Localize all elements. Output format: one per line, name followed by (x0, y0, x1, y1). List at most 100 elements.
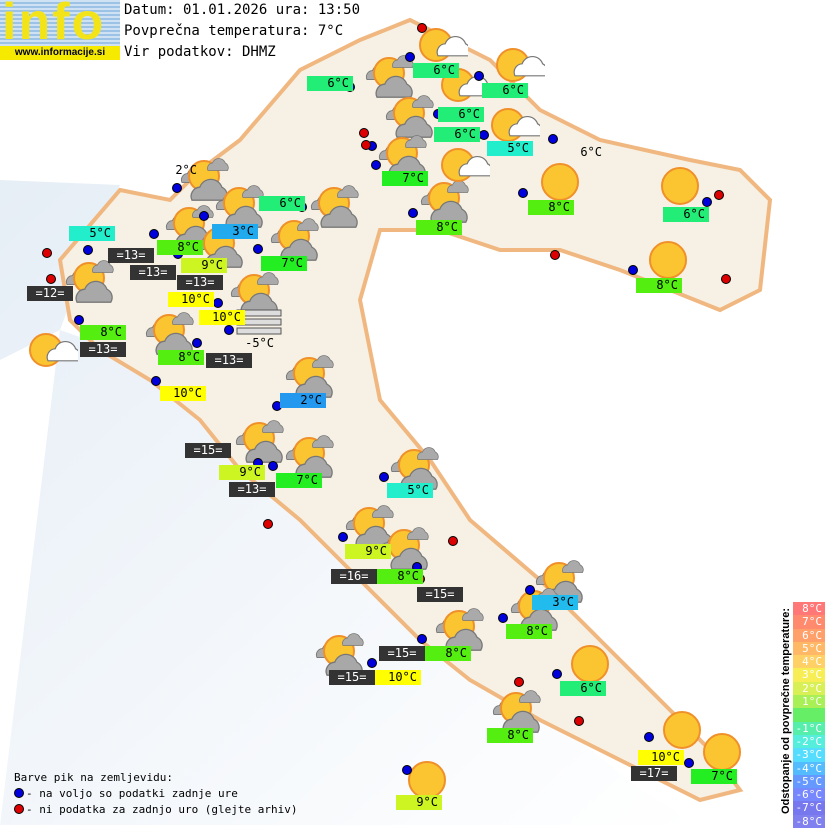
station-dot-blue[interactable] (213, 298, 223, 308)
station-temperature-label: 2°C (280, 393, 326, 408)
station-temperature-label: 3°C (532, 595, 578, 610)
sun-gray-cloud-icon (180, 158, 229, 201)
sun-gray-cloud-icon (285, 355, 334, 398)
station-dot-blue[interactable] (474, 71, 484, 81)
station-dot-blue[interactable] (74, 315, 84, 325)
legend-blue: - na voljo so podatki zadnje ure (26, 787, 238, 800)
legend-title: Barve pik na zemljevidu: (14, 771, 173, 784)
station-temperature-label: 6°C (663, 207, 709, 222)
station-dot-blue[interactable] (379, 472, 389, 482)
station-dot-blue[interactable] (338, 532, 348, 542)
scale-step: 2°C (793, 681, 825, 696)
average-temperature: Povprečna temperatura: 7°C (124, 23, 344, 39)
site-logo[interactable]: info www.informacije.si (0, 0, 120, 60)
scale-step: 7°C (793, 615, 825, 629)
station-dot-blue[interactable] (628, 265, 638, 275)
station-dot-blue[interactable] (518, 188, 528, 198)
station-dot-blue[interactable] (149, 229, 159, 239)
station-temperature-label: 8°C (158, 350, 204, 365)
station-dot-red[interactable] (263, 519, 273, 529)
sun-white-cloud-icon (419, 28, 468, 62)
sun-white-cloud-icon (29, 333, 78, 367)
station-dot-blue[interactable] (417, 634, 427, 644)
station-dot-blue[interactable] (192, 338, 202, 348)
scale-step: -5°C (793, 774, 825, 789)
station-temperature-label: =13= (130, 265, 176, 280)
station-dot-blue[interactable] (548, 134, 558, 144)
red-dot-icon (14, 804, 24, 814)
date-time: Datum: 01.01.2026 ura: 13:50 (124, 2, 361, 18)
station-dot-red[interactable] (714, 190, 724, 200)
scale-step: -8°C (793, 814, 825, 828)
logo-url[interactable]: www.informacije.si (0, 46, 120, 60)
sun-gray-cloud-icon (270, 218, 319, 261)
station-temperature-label: -5°C (245, 336, 274, 350)
station-dot-blue[interactable] (224, 325, 234, 335)
station-dot-blue[interactable] (371, 160, 381, 170)
station-dot-red[interactable] (550, 250, 560, 260)
station-dot-blue[interactable] (684, 758, 694, 768)
station-temperature-label: 10°C (160, 386, 206, 401)
station-dot-blue[interactable] (525, 585, 535, 595)
station-dot-blue[interactable] (83, 245, 93, 255)
station-temperature-label: =17= (631, 766, 677, 781)
station-dot-red[interactable] (574, 716, 584, 726)
station-temperature-label: 5°C (387, 483, 433, 498)
sun-gray-cloud-icon (365, 55, 414, 98)
station-temperature-label: 6°C (438, 107, 484, 122)
station-dot-blue[interactable] (402, 765, 412, 775)
station-dot-blue[interactable] (479, 130, 489, 140)
station-temperature-label: 10°C (168, 292, 214, 307)
station-temperature-label: =15= (379, 646, 425, 661)
data-source: Vir podatkov: DHMZ (124, 44, 276, 60)
station-dot-blue[interactable] (702, 197, 712, 207)
station-dot-red[interactable] (42, 248, 52, 258)
scale-step: 8°C (793, 602, 825, 616)
sun-gray-cloud-icon (390, 447, 439, 490)
station-temperature-label: 7°C (382, 171, 428, 186)
station-temperature-label: 6°C (307, 76, 353, 91)
station-temperature-label: 8°C (416, 220, 462, 235)
scale-step: -1°C (793, 721, 825, 735)
scale-step: -6°C (793, 788, 825, 802)
station-temperature-label: =13= (80, 342, 126, 357)
station-dot-blue[interactable] (199, 211, 209, 221)
station-dot-blue[interactable] (151, 376, 161, 386)
station-dot-blue[interactable] (405, 52, 415, 62)
station-temperature-label: =12= (27, 286, 73, 301)
station-temperature-label: =13= (206, 353, 252, 368)
station-temperature-label: 10°C (638, 750, 684, 765)
station-dot-blue[interactable] (552, 669, 562, 679)
station-dot-blue[interactable] (268, 461, 278, 471)
station-temperature-label: 6°C (560, 681, 606, 696)
station-dot-red[interactable] (514, 677, 524, 687)
station-dot-red[interactable] (46, 274, 56, 284)
station-temperature-label: 10°C (375, 670, 421, 685)
sun-icon (661, 167, 699, 205)
station-temperature-label: =13= (177, 275, 223, 290)
logo-text: info (2, 0, 106, 51)
station-dot-blue[interactable] (644, 732, 654, 742)
station-dot-blue[interactable] (408, 208, 418, 218)
station-dot-red[interactable] (448, 536, 458, 546)
station-temperature-label: 3°C (212, 224, 258, 239)
station-temperature-label: =15= (417, 587, 463, 602)
station-temperature-label: 5°C (487, 141, 533, 156)
station-dot-blue[interactable] (498, 613, 508, 623)
station-dot-red[interactable] (361, 140, 371, 150)
station-dot-blue[interactable] (172, 183, 182, 193)
station-dot-red[interactable] (359, 128, 369, 138)
sun-gray-cloud-icon (145, 312, 194, 355)
station-dot-blue[interactable] (367, 658, 377, 668)
station-temperature-label: =16= (331, 569, 377, 584)
station-dot-blue[interactable] (253, 244, 263, 254)
station-temperature-label: 10°C (199, 310, 245, 325)
sea-area (0, 180, 700, 825)
station-temperature-label: =15= (329, 670, 375, 685)
station-temperature-label: 6°C (580, 145, 602, 159)
station-dot-red[interactable] (721, 274, 731, 284)
station-dot-red[interactable] (417, 23, 427, 33)
sun-icon (571, 645, 609, 683)
station-temperature-label: 9°C (219, 465, 265, 480)
station-temperature-label: 8°C (528, 200, 574, 215)
